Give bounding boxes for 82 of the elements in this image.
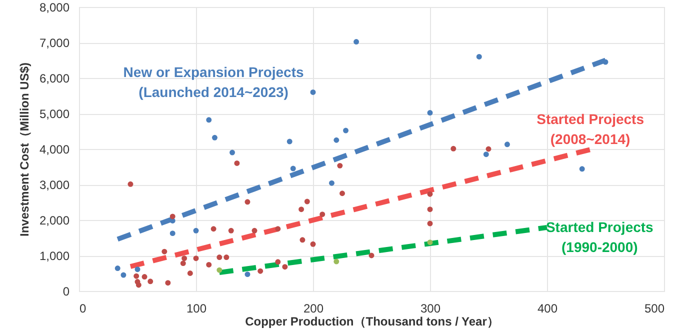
point	[136, 282, 142, 288]
point	[148, 278, 154, 284]
point	[427, 220, 433, 226]
x-tick-label: 0	[80, 302, 86, 316]
point	[230, 150, 236, 156]
point	[298, 206, 304, 212]
point	[483, 152, 489, 158]
y-tick-label: 4,000	[39, 142, 70, 156]
point	[182, 256, 188, 262]
annotation: Started Projects (1990-2000)	[546, 218, 654, 255]
point	[427, 191, 433, 197]
y-tick-label: 7,000	[39, 36, 70, 50]
point	[602, 59, 608, 65]
point	[320, 212, 326, 218]
x-tick-label: 200	[303, 302, 324, 316]
point	[134, 273, 140, 279]
point	[210, 226, 216, 232]
point	[228, 228, 234, 234]
x-axis-title: Copper Production（Thousand tons / Year）	[245, 314, 499, 328]
point	[486, 146, 492, 152]
point	[304, 198, 310, 204]
x-tick-label: 500	[644, 302, 665, 316]
annotation: Started Projects (2008~2014)	[536, 110, 644, 147]
point	[354, 39, 360, 45]
y-tick-label: 0	[62, 284, 70, 298]
point	[244, 199, 250, 205]
point	[165, 280, 171, 286]
point	[504, 142, 510, 148]
point	[212, 134, 218, 140]
point	[258, 268, 264, 274]
point	[187, 270, 193, 276]
point	[282, 264, 288, 270]
point	[170, 230, 176, 236]
y-tick-label: 5,000	[39, 107, 70, 121]
point	[340, 190, 345, 196]
point	[224, 254, 230, 260]
point	[206, 262, 212, 268]
point	[579, 166, 585, 172]
point	[427, 206, 433, 212]
x-tick-label: 300	[420, 302, 441, 316]
point	[300, 237, 306, 243]
point	[193, 256, 199, 262]
point	[170, 214, 176, 220]
point	[343, 128, 348, 134]
point	[128, 181, 134, 187]
point	[216, 254, 222, 260]
point	[427, 110, 433, 116]
point	[310, 89, 316, 95]
point	[162, 248, 168, 254]
point	[286, 138, 292, 144]
point	[290, 166, 296, 172]
point	[234, 160, 240, 166]
point	[180, 260, 186, 266]
point	[134, 266, 140, 272]
annotation: New or Expansion Projects (Launched 2014~2023)	[123, 64, 304, 100]
point	[206, 117, 212, 123]
point	[252, 228, 258, 234]
point	[450, 146, 456, 152]
point	[334, 137, 340, 143]
y-axis-title: Investment Cost（Million US$)	[17, 62, 32, 237]
point	[275, 226, 281, 232]
point	[476, 54, 482, 60]
point	[275, 259, 281, 265]
point	[142, 274, 148, 280]
point	[114, 266, 120, 272]
y-tick-label: 2,000	[39, 214, 70, 228]
point	[337, 162, 343, 168]
y-tick-label: 3,000	[39, 178, 70, 192]
point	[244, 272, 250, 278]
point	[427, 240, 433, 246]
y-tick-label: 8,000	[39, 0, 70, 14]
point	[334, 258, 340, 264]
point	[193, 228, 199, 234]
point	[310, 241, 316, 247]
point	[368, 252, 374, 258]
point	[216, 267, 222, 273]
point	[328, 180, 334, 186]
x-tick-label: 400	[537, 302, 558, 316]
y-tick-label: 6,000	[39, 72, 70, 86]
x-tick-label: 100	[186, 302, 207, 316]
point	[120, 272, 126, 278]
y-tick-label: 1,000	[39, 249, 70, 263]
